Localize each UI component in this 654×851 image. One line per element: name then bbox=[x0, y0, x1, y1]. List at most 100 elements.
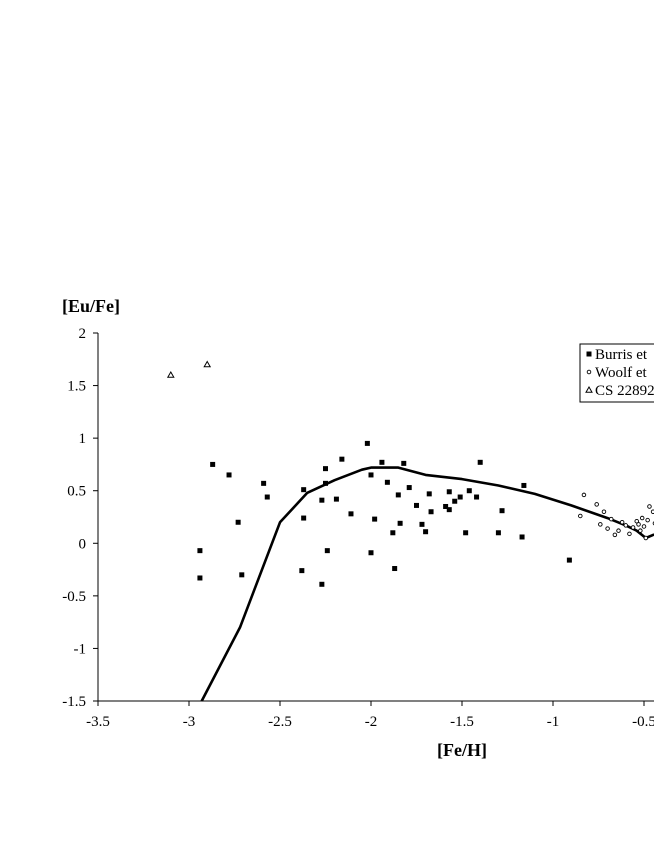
legend: Burris et Woolf et CS 22892 bbox=[579, 343, 654, 403]
x-tick-label: -0.5 bbox=[632, 714, 654, 730]
data-point-series-1 bbox=[323, 480, 328, 486]
data-point-series-1 bbox=[519, 534, 525, 540]
data-point-series-2 bbox=[623, 523, 629, 528]
data-point-series-1 bbox=[446, 489, 452, 495]
data-point-series-1 bbox=[457, 494, 463, 500]
data-point-series-1 bbox=[397, 520, 403, 526]
data-point-series-1 bbox=[395, 492, 401, 498]
data-point-series-2 bbox=[619, 520, 625, 525]
data-point-series-1 bbox=[414, 502, 419, 508]
model-curve bbox=[200, 466, 654, 702]
data-point-series-1 bbox=[301, 515, 307, 521]
data-point-series-2 bbox=[594, 502, 599, 507]
data-point-series-1 bbox=[428, 509, 434, 515]
data-point-series-1 bbox=[390, 530, 396, 536]
data-point-series-1 bbox=[423, 529, 429, 535]
data-point-series-1 bbox=[401, 460, 407, 466]
data-point-series-1 bbox=[319, 497, 325, 503]
data-point-series-2 bbox=[616, 528, 621, 533]
data-point-series-1 bbox=[299, 568, 305, 574]
data-point-series-1 bbox=[333, 496, 339, 502]
axes: -1.5 -1 -0.5 0 0.5 1 1.5 2 -3.5 -3 -2.5 -2 -1.5 -1 -0.… bbox=[62, 326, 654, 730]
data-point-series-1 bbox=[197, 575, 203, 581]
legend-label: Burris et bbox=[595, 347, 648, 363]
data-point-series-1 bbox=[323, 466, 328, 472]
data-point-series-1 bbox=[339, 456, 345, 462]
y-tick-label: -0.5 bbox=[62, 589, 86, 605]
data-point-series-2 bbox=[634, 518, 639, 524]
data-point-series-1 bbox=[426, 491, 432, 497]
data-point-series-1 bbox=[384, 479, 390, 485]
data-point-series-1 bbox=[235, 519, 241, 525]
y-tick-label: 0 bbox=[79, 536, 87, 552]
y-tick-label: 0.5 bbox=[67, 484, 86, 500]
data-point-series-1 bbox=[521, 482, 527, 488]
data-point-series-1 bbox=[406, 485, 412, 491]
x-tick-label: -1 bbox=[547, 714, 560, 730]
data-point-series-2 bbox=[598, 522, 603, 527]
data-point-series-1 bbox=[452, 498, 458, 504]
x-tick-label: -2 bbox=[365, 714, 378, 730]
data-point-series-2 bbox=[643, 535, 649, 541]
data-point-series-1 bbox=[495, 530, 501, 536]
data-point-series-1 bbox=[372, 516, 378, 522]
data-point-series-2 bbox=[645, 517, 650, 523]
data-point-series-2 bbox=[612, 532, 618, 538]
data-point-series-1 bbox=[210, 461, 216, 467]
model-curve-layer bbox=[200, 466, 654, 702]
data-point-series-1 bbox=[499, 508, 505, 514]
data-point-series-1 bbox=[477, 459, 483, 465]
data-point-series-2 bbox=[601, 509, 607, 514]
data-point-series-1 bbox=[379, 459, 385, 465]
data-point-series-2 bbox=[638, 528, 643, 533]
data-point-series-2 bbox=[581, 492, 587, 498]
data-point-series-2 bbox=[605, 526, 610, 531]
y-tick-label: 2 bbox=[79, 326, 87, 342]
data-point-series-1 bbox=[443, 503, 449, 509]
x-tick-label: -3 bbox=[183, 714, 196, 730]
data-point-series-3 bbox=[166, 371, 175, 378]
data-point-series-1 bbox=[197, 548, 203, 554]
data-point-series-1 bbox=[264, 494, 270, 500]
y-tick-label: -1 bbox=[74, 641, 87, 657]
data-point-series-2 bbox=[647, 504, 652, 509]
data-point-series-1 bbox=[566, 557, 572, 563]
data-point-series-1 bbox=[446, 507, 452, 513]
data-point-series-1 bbox=[466, 488, 472, 494]
legend-label: CS 22892 bbox=[595, 383, 654, 399]
data-point-series-1 bbox=[463, 530, 469, 536]
legend-marker bbox=[586, 369, 592, 375]
data-point-series-1 bbox=[324, 548, 330, 554]
legend-marker bbox=[586, 351, 592, 357]
data-point-series-1 bbox=[364, 440, 370, 446]
data-point-series-1 bbox=[419, 521, 425, 527]
y-tick-label: 1 bbox=[79, 431, 87, 447]
data-point-series-1 bbox=[301, 487, 307, 493]
data-point-series-1 bbox=[348, 511, 354, 517]
data-point-series-1 bbox=[474, 494, 480, 500]
legend-label: Woolf et bbox=[595, 365, 648, 381]
data-point-series-1 bbox=[261, 480, 267, 486]
data-point-series-1 bbox=[392, 566, 398, 572]
data-point-series-3 bbox=[203, 360, 212, 368]
data-point-series-2 bbox=[627, 531, 632, 537]
x-tick-label: -1.5 bbox=[450, 714, 474, 730]
data-point-series-2 bbox=[630, 525, 636, 530]
y-tick-label: 1.5 bbox=[67, 379, 86, 395]
data-point-series-2 bbox=[608, 516, 614, 522]
x-tick-label: -3.5 bbox=[86, 714, 110, 730]
data-point-series-2 bbox=[639, 515, 645, 521]
data-point-series-2 bbox=[636, 522, 641, 527]
data-point-series-1 bbox=[368, 550, 374, 556]
data-point-series-1 bbox=[239, 572, 245, 578]
data-points-layer bbox=[166, 360, 654, 587]
x-axis-title: [Fe/H] bbox=[437, 740, 487, 760]
data-point-series-2 bbox=[578, 513, 583, 519]
data-point-series-1 bbox=[319, 581, 325, 587]
data-point-series-1 bbox=[368, 472, 374, 478]
y-tick-label: -1.5 bbox=[62, 694, 86, 710]
y-axis-title: [Eu/Fe] bbox=[62, 296, 120, 316]
data-point-series-2 bbox=[650, 509, 654, 514]
